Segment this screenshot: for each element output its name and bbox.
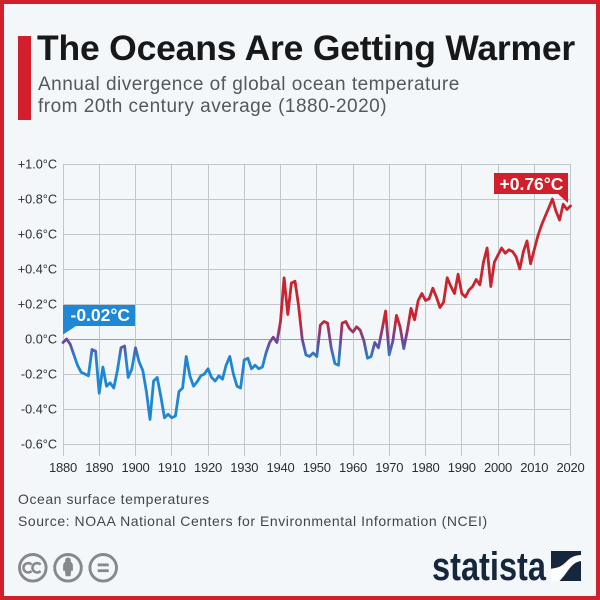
svg-text:+0.4°C: +0.4°C	[18, 263, 57, 277]
svg-text:2010: 2010	[520, 460, 548, 475]
svg-text:-0.02°C: -0.02°C	[71, 305, 131, 325]
svg-text:1990: 1990	[448, 460, 476, 475]
svg-text:1970: 1970	[375, 460, 403, 475]
svg-text:1930: 1930	[230, 460, 258, 475]
svg-text:1980: 1980	[411, 460, 439, 475]
svg-text:1910: 1910	[158, 460, 186, 475]
svg-text:1940: 1940	[266, 460, 294, 475]
svg-text:1960: 1960	[339, 460, 367, 475]
svg-text:+0.8°C: +0.8°C	[18, 193, 57, 207]
svg-text:+0.76°C: +0.76°C	[500, 174, 564, 194]
svg-text:1900: 1900	[121, 460, 149, 475]
svg-text:1880: 1880	[49, 460, 77, 475]
svg-text:-0.6°C: -0.6°C	[21, 438, 57, 452]
svg-text:1950: 1950	[303, 460, 331, 475]
svg-text:+1.0°C: +1.0°C	[18, 158, 57, 172]
svg-text:+0.2°C: +0.2°C	[18, 298, 57, 312]
svg-text:1920: 1920	[194, 460, 222, 475]
svg-text:0.0°C: 0.0°C	[25, 333, 57, 347]
svg-text:2000: 2000	[484, 460, 512, 475]
svg-text:1890: 1890	[85, 460, 113, 475]
svg-text:+0.6°C: +0.6°C	[18, 228, 57, 242]
svg-text:statista: statista	[432, 545, 547, 589]
svg-text:-0.2°C: -0.2°C	[21, 368, 57, 382]
svg-text:-0.4°C: -0.4°C	[21, 403, 57, 417]
svg-text:2020: 2020	[556, 460, 584, 475]
